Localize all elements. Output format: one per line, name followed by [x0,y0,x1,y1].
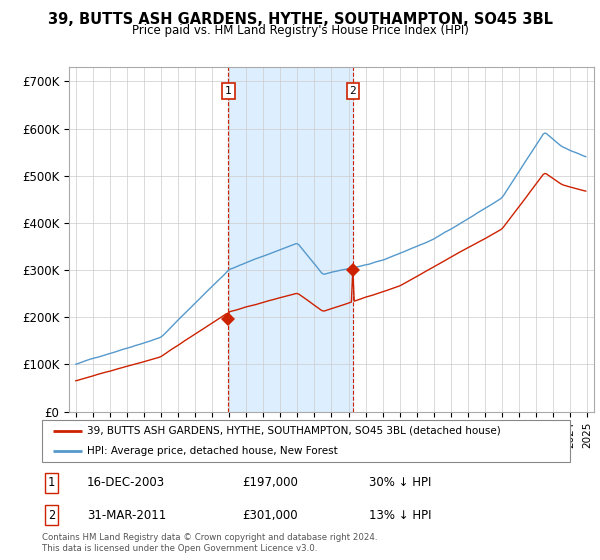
Text: 1: 1 [48,477,55,489]
Bar [229,67,353,412]
Text: 31-MAR-2011: 31-MAR-2011 [87,508,166,521]
Text: 2: 2 [48,508,55,521]
Text: 16-DEC-2003: 16-DEC-2003 [87,477,165,489]
Text: £301,000: £301,000 [242,508,298,521]
Text: 39, BUTTS ASH GARDENS, HYTHE, SOUTHAMPTON, SO45 3BL: 39, BUTTS ASH GARDENS, HYTHE, SOUTHAMPTO… [47,12,553,27]
Text: £197,000: £197,000 [242,477,299,489]
Text: 30% ↓ HPI: 30% ↓ HPI [370,477,432,489]
FancyBboxPatch shape [42,420,570,462]
Text: Price paid vs. HM Land Registry's House Price Index (HPI): Price paid vs. HM Land Registry's House … [131,24,469,36]
Text: Contains HM Land Registry data © Crown copyright and database right 2024.
This d: Contains HM Land Registry data © Crown c… [42,533,377,553]
Text: 1: 1 [225,86,232,96]
Text: 13% ↓ HPI: 13% ↓ HPI [370,508,432,521]
Text: HPI: Average price, detached house, New Forest: HPI: Average price, detached house, New … [87,446,338,456]
Text: 2: 2 [349,86,356,96]
Text: 39, BUTTS ASH GARDENS, HYTHE, SOUTHAMPTON, SO45 3BL (detached house): 39, BUTTS ASH GARDENS, HYTHE, SOUTHAMPTO… [87,426,500,436]
